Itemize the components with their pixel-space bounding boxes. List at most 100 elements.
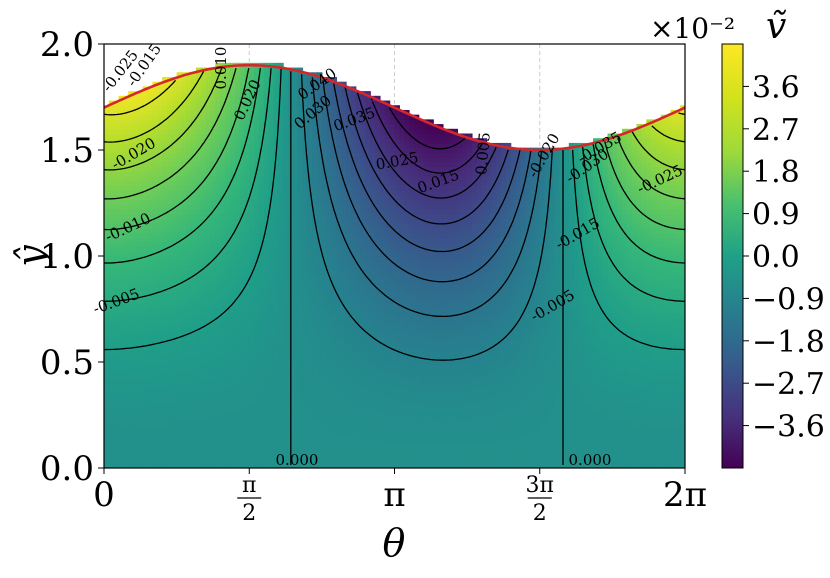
field-cell bbox=[220, 331, 225, 336]
field-cell bbox=[269, 350, 274, 355]
field-cell bbox=[206, 284, 211, 289]
field-cell bbox=[215, 143, 220, 148]
field-cell bbox=[138, 331, 143, 336]
field-cell bbox=[211, 449, 216, 454]
field-cell bbox=[356, 449, 361, 454]
field-cell bbox=[395, 355, 400, 360]
field-cell bbox=[128, 369, 133, 374]
field-cell bbox=[273, 86, 278, 91]
field-cell bbox=[361, 444, 366, 449]
field-cell bbox=[307, 308, 312, 313]
field-cell bbox=[322, 129, 327, 134]
field-cell bbox=[186, 402, 191, 407]
field-cell bbox=[240, 341, 245, 346]
field-cell bbox=[269, 421, 274, 426]
field-cell bbox=[356, 364, 361, 369]
field-cell bbox=[186, 218, 191, 223]
field-cell bbox=[119, 204, 124, 209]
field-cell bbox=[201, 294, 206, 299]
field-cell bbox=[312, 350, 317, 355]
field-cell bbox=[303, 383, 308, 388]
field-cell bbox=[191, 101, 196, 106]
field-cell bbox=[138, 280, 143, 285]
field-cell bbox=[361, 313, 366, 318]
field-cell bbox=[133, 270, 138, 275]
field-cell bbox=[167, 327, 172, 332]
field-cell bbox=[390, 247, 395, 252]
field-cell bbox=[177, 86, 182, 91]
field-cell bbox=[307, 355, 312, 360]
field-cell bbox=[138, 336, 143, 341]
field-cell bbox=[336, 303, 341, 308]
field-cell bbox=[341, 355, 346, 360]
field-cell bbox=[332, 350, 337, 355]
field-cell bbox=[157, 86, 162, 91]
field-cell bbox=[201, 402, 206, 407]
field-cell bbox=[177, 270, 182, 275]
field-cell bbox=[109, 426, 114, 431]
field-cell bbox=[307, 303, 312, 308]
field-cell bbox=[152, 397, 157, 402]
field-cell bbox=[312, 261, 317, 266]
field-cell bbox=[177, 157, 182, 162]
field-cell bbox=[138, 129, 143, 134]
field-cell bbox=[254, 209, 259, 214]
field-cell bbox=[143, 364, 148, 369]
field-cell bbox=[181, 256, 186, 261]
field-cell bbox=[220, 270, 225, 275]
field-cell bbox=[303, 218, 308, 223]
field-cell bbox=[312, 162, 317, 167]
field-cell bbox=[351, 421, 356, 426]
field-cell bbox=[191, 374, 196, 379]
field-cell bbox=[220, 256, 225, 261]
field-cell bbox=[351, 322, 356, 327]
field-cell bbox=[167, 459, 172, 464]
field-cell bbox=[225, 129, 230, 134]
field-cell bbox=[264, 256, 269, 261]
field-cell bbox=[119, 265, 124, 270]
field-cell bbox=[356, 378, 361, 383]
field-cell bbox=[138, 270, 143, 275]
field-cell bbox=[230, 143, 235, 148]
field-cell bbox=[196, 421, 201, 426]
field-cell bbox=[356, 256, 361, 261]
field-cell bbox=[177, 181, 182, 186]
field-cell bbox=[293, 237, 298, 242]
field-cell bbox=[167, 96, 172, 101]
field-cell bbox=[133, 369, 138, 374]
field-cell bbox=[235, 308, 240, 313]
field-cell bbox=[269, 341, 274, 346]
field-cell bbox=[317, 171, 322, 176]
field-cell bbox=[249, 341, 254, 346]
field-cell bbox=[312, 152, 317, 157]
field-cell bbox=[177, 327, 182, 332]
field-cell bbox=[215, 440, 220, 445]
field-cell bbox=[177, 421, 182, 426]
field-cell bbox=[201, 303, 206, 308]
field-cell bbox=[298, 303, 303, 308]
field-cell bbox=[351, 242, 356, 247]
field-cell bbox=[312, 171, 317, 176]
field-cell bbox=[172, 322, 177, 327]
field-cell bbox=[293, 355, 298, 360]
field-cell bbox=[186, 322, 191, 327]
field-cell bbox=[211, 101, 216, 106]
field-cell bbox=[201, 430, 206, 435]
field-cell bbox=[336, 331, 341, 336]
field-cell bbox=[283, 218, 288, 223]
field-cell bbox=[303, 261, 308, 266]
field-cell bbox=[380, 426, 385, 431]
field-cell bbox=[365, 346, 370, 351]
field-cell bbox=[119, 444, 124, 449]
field-cell bbox=[240, 247, 245, 252]
field-cell bbox=[240, 134, 245, 139]
field-cell bbox=[196, 435, 201, 440]
field-cell bbox=[273, 247, 278, 252]
field-cell bbox=[283, 105, 288, 110]
field-cell bbox=[240, 237, 245, 242]
field-cell bbox=[196, 265, 201, 270]
field-cell bbox=[133, 261, 138, 266]
field-cell bbox=[375, 327, 380, 332]
field-cell bbox=[186, 242, 191, 247]
field-cell bbox=[196, 355, 201, 360]
